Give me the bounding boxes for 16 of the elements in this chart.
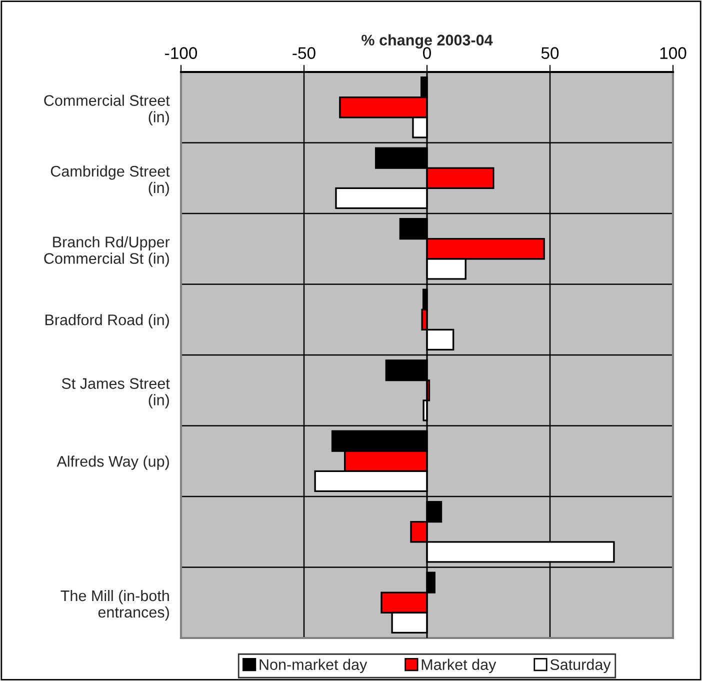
- x-tick-label: 100: [660, 47, 686, 59]
- y-tick-label: Branch Rd/Upper Commercial St (in): [44, 236, 170, 267]
- x-tick-label: 50: [541, 47, 559, 59]
- y-tick-label: The Mill (in-both entrances): [60, 590, 169, 621]
- legend-label: Non-market day: [260, 658, 368, 674]
- x-axis-title: % change 2003-04: [362, 34, 493, 49]
- y-tick-label: Alfreds Way (up): [56, 456, 169, 470]
- y-tick-label: St James Street (in): [62, 378, 170, 408]
- x-tick-label: -50: [292, 47, 316, 59]
- y-tick-label: Commercial Street (in): [44, 94, 170, 126]
- x-tick-label: -100: [165, 47, 198, 59]
- x-tick-label: 0: [423, 47, 431, 59]
- y-tick-label: Cambridge Street (in): [50, 165, 170, 196]
- y-tick-label: Bradford Road (in): [45, 314, 169, 328]
- legend-label: Saturday: [550, 658, 611, 674]
- legend-label: Market day: [422, 658, 496, 674]
